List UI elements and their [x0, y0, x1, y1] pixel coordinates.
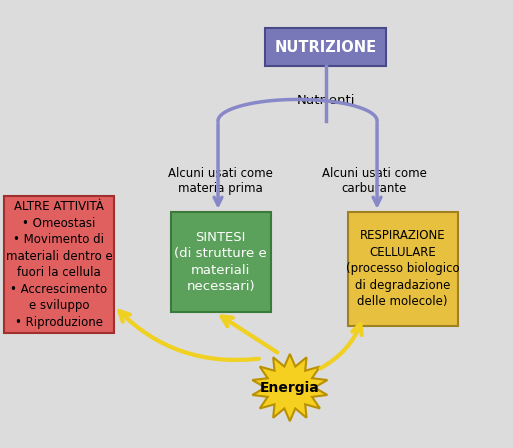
Text: ALTRE ATTIVITÀ
• Omeostasi
• Movimento di
materiali dentro e
fuori la cellula
• : ALTRE ATTIVITÀ • Omeostasi • Movimento d… [6, 200, 112, 328]
FancyBboxPatch shape [348, 211, 458, 326]
Text: Energia: Energia [260, 380, 320, 395]
Polygon shape [252, 354, 327, 421]
FancyBboxPatch shape [266, 28, 386, 66]
Text: SINTESI
(di strutture e
materiali
necessari): SINTESI (di strutture e materiali necess… [174, 231, 267, 293]
Text: RESPIRAZIONE
CELLULARE
(processo biologico
di degradazione
delle molecole): RESPIRAZIONE CELLULARE (processo biologi… [346, 229, 460, 308]
FancyBboxPatch shape [170, 212, 271, 313]
Text: Alcuni usati come
carburante: Alcuni usati come carburante [322, 168, 427, 195]
FancyBboxPatch shape [4, 196, 114, 332]
Text: Alcuni usati come
materia prima: Alcuni usati come materia prima [168, 168, 273, 195]
Text: NUTRIZIONE: NUTRIZIONE [274, 39, 377, 55]
Text: Nutrienti: Nutrienti [297, 94, 355, 108]
